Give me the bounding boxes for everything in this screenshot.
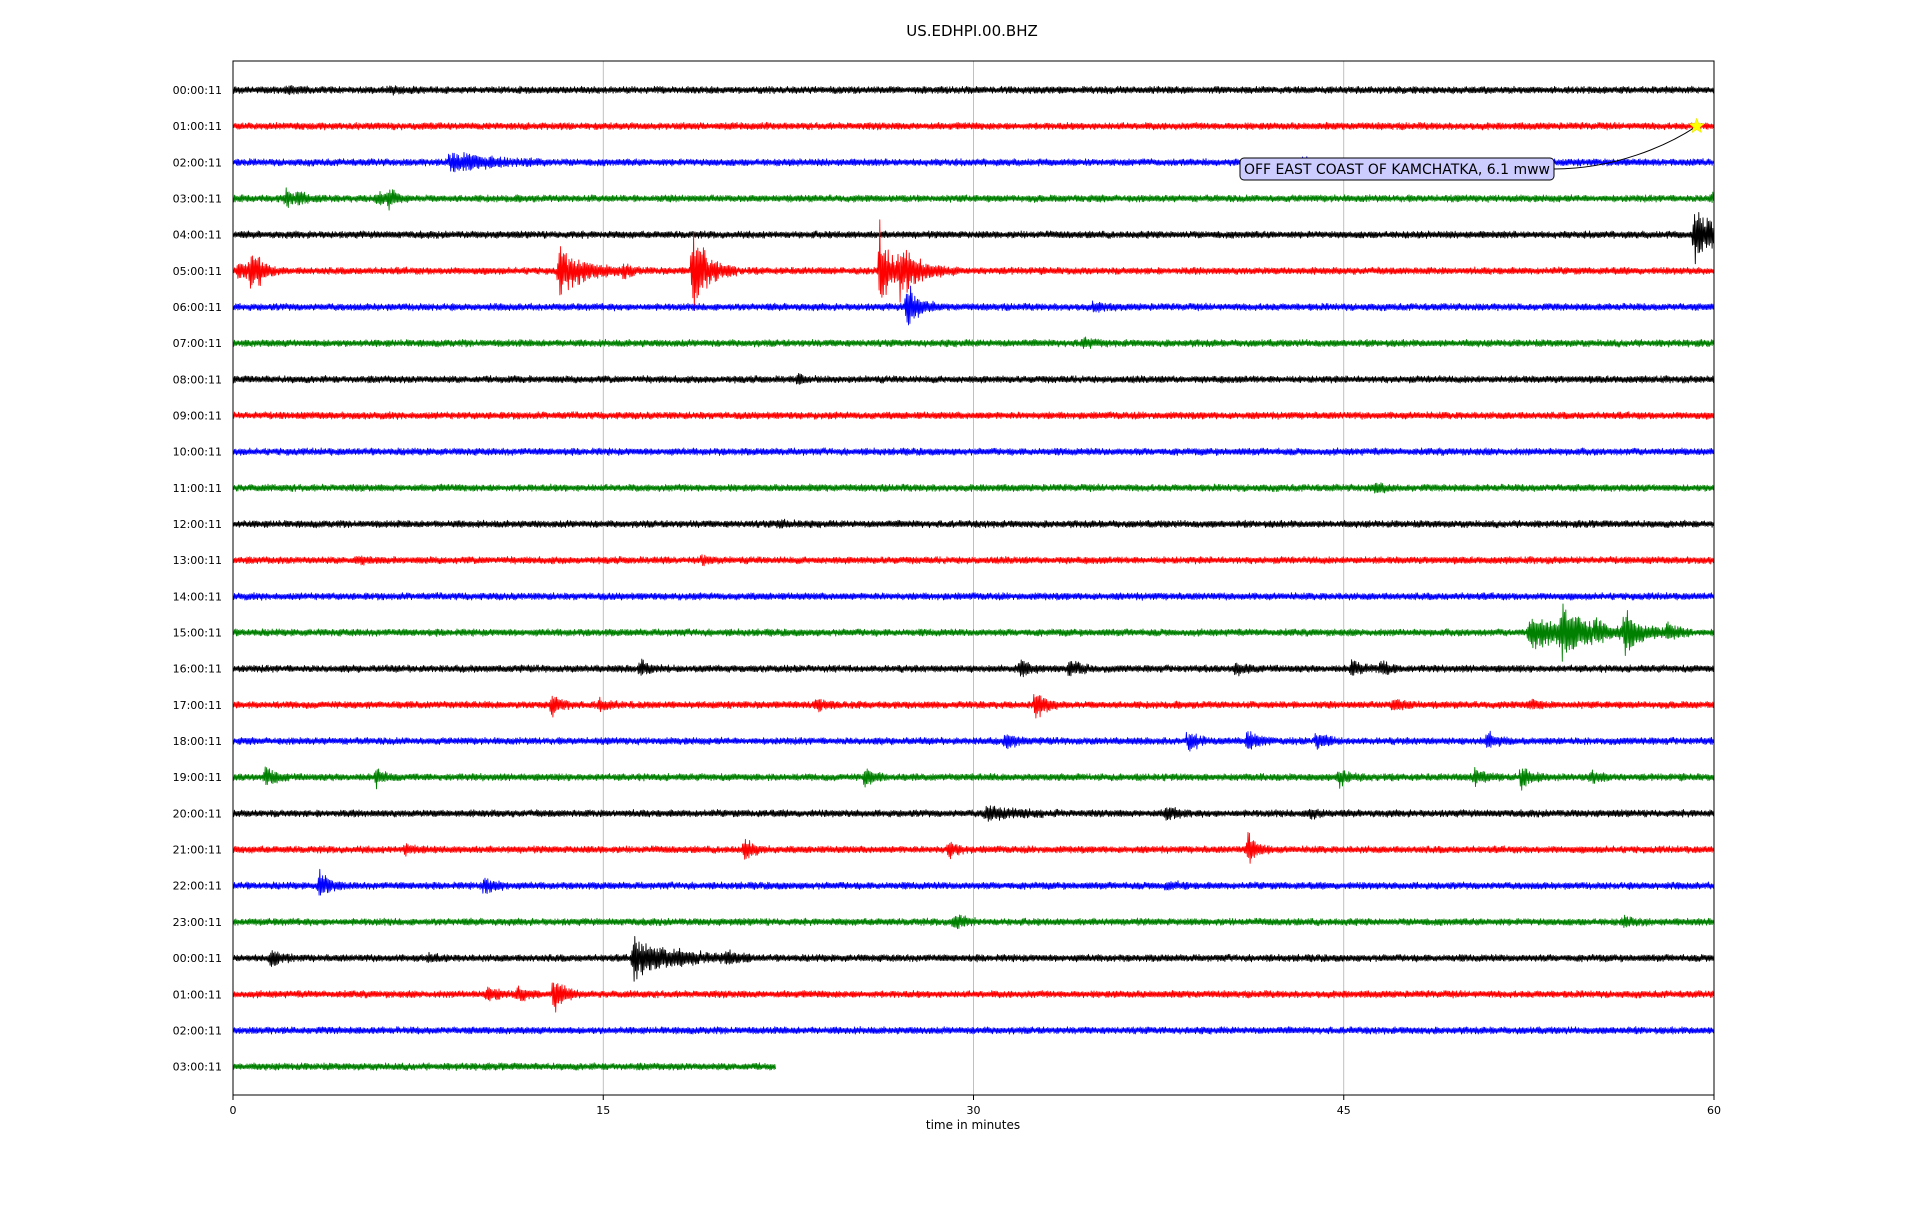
row-time-label: 01:00:11 <box>173 988 222 1001</box>
row-time-label: 08:00:11 <box>173 373 222 386</box>
x-tick-label: 30 <box>967 1104 981 1117</box>
seismic-trace <box>232 219 1714 312</box>
row-time-label: 11:00:11 <box>173 482 222 495</box>
row-time-label: 09:00:11 <box>173 410 222 423</box>
seismic-trace <box>232 805 1714 822</box>
seismic-trace <box>232 868 1714 896</box>
x-tick-label: 60 <box>1707 1104 1721 1117</box>
row-time-label: 00:00:11 <box>173 84 222 97</box>
row-time-label: 23:00:11 <box>173 916 222 929</box>
row-time-label: 22:00:11 <box>173 880 222 893</box>
row-time-label: 14:00:11 <box>173 590 222 603</box>
event-annotation: OFF EAST COAST OF KAMCHATKA, 6.1 mww <box>1239 117 1705 181</box>
event-star-marker <box>1688 117 1705 134</box>
seismic-trace <box>232 447 1714 456</box>
row-time-label: 06:00:11 <box>173 301 222 314</box>
seismic-trace <box>232 372 1714 385</box>
annotation-connector <box>1553 125 1697 170</box>
annotation-text: OFF EAST COAST OF KAMCHATKA, 6.1 mww <box>1244 162 1550 178</box>
x-tick-label: 15 <box>596 1104 610 1117</box>
row-time-label: 02:00:11 <box>173 156 222 169</box>
grid-lines <box>602 61 1345 1095</box>
seismic-trace <box>232 554 1714 567</box>
row-time-label: 10:00:11 <box>173 446 222 459</box>
seismic-trace <box>232 212 1714 265</box>
seismic-trace <box>232 187 1714 211</box>
row-time-label: 05:00:11 <box>173 265 222 278</box>
row-time-label: 04:00:11 <box>173 229 222 242</box>
row-time-label: 03:00:11 <box>173 1061 222 1074</box>
seismic-trace <box>232 914 1714 930</box>
row-time-label: 15:00:11 <box>173 627 222 640</box>
annotation-box <box>1239 157 1555 181</box>
row-time-label: 00:00:11 <box>173 952 222 965</box>
row-time-label: 18:00:11 <box>173 735 222 748</box>
row-time-label: 20:00:11 <box>173 807 222 820</box>
seismic-trace <box>232 831 1714 864</box>
seismic-trace <box>232 411 1714 420</box>
seismic-trace <box>232 730 1714 752</box>
seismic-trace <box>232 658 1714 678</box>
seismic-trace <box>232 518 1714 529</box>
seismic-trace <box>232 336 1714 349</box>
x-axis-label: time in minutes <box>926 1118 1020 1132</box>
seismic-trace <box>232 121 1714 131</box>
seismic-trace <box>232 936 1714 982</box>
seismic-trace <box>232 693 1714 719</box>
seismic-trace <box>232 592 1714 601</box>
row-time-label: 17:00:11 <box>173 699 222 712</box>
row-time-label: 03:00:11 <box>173 193 222 206</box>
row-time-label: 16:00:11 <box>173 663 222 676</box>
trace-group <box>232 84 1714 1071</box>
seismic-trace <box>232 1026 1714 1035</box>
seismic-trace <box>232 285 1714 326</box>
row-time-label: 01:00:11 <box>173 120 222 133</box>
row-time-label: 12:00:11 <box>173 518 222 531</box>
seismic-trace <box>232 766 1714 791</box>
x-tick-group: 0 15 30 45 60 <box>230 1095 1721 1117</box>
seismic-trace <box>232 1062 776 1071</box>
chart-title: US.EDHPI.00.BHZ <box>906 22 1038 40</box>
row-label-group: 00:00:11 01:00:11 02:00:11 03:00:11 04:00:11… <box>173 84 222 1074</box>
row-time-label: 13:00:11 <box>173 554 222 567</box>
row-time-label: 02:00:11 <box>173 1024 222 1037</box>
row-time-label: 07:00:11 <box>173 337 222 350</box>
seismic-trace <box>232 603 1714 662</box>
seismic-trace <box>232 84 1714 96</box>
seismic-trace <box>232 982 1714 1013</box>
seismic-trace <box>232 482 1714 494</box>
row-time-label: 19:00:11 <box>173 771 222 784</box>
x-tick-label: 0 <box>230 1104 237 1117</box>
x-tick-label: 45 <box>1337 1104 1351 1117</box>
row-time-label: 21:00:11 <box>173 844 222 857</box>
